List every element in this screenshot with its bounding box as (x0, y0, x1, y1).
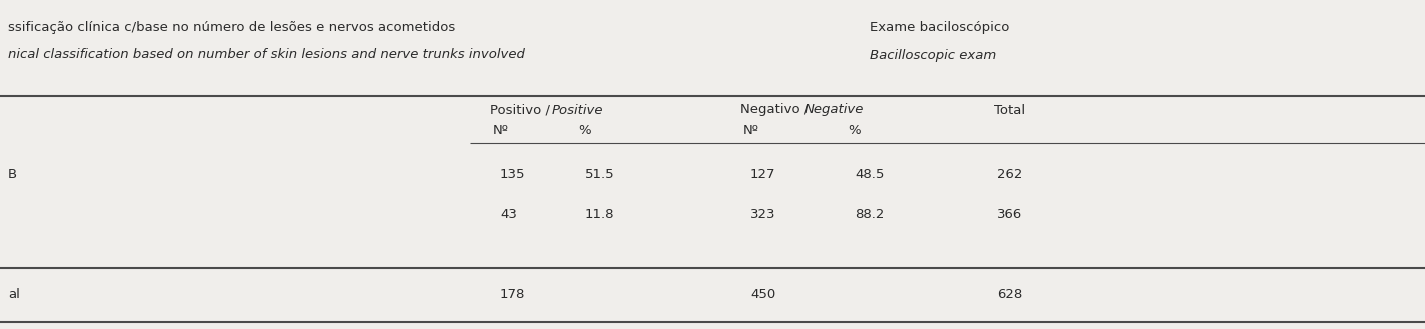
Text: al: al (9, 289, 20, 301)
Text: Bacilloscopic exam: Bacilloscopic exam (871, 48, 996, 62)
Text: Nº: Nº (742, 123, 760, 137)
Text: 11.8: 11.8 (586, 209, 614, 221)
Text: 628: 628 (997, 289, 1023, 301)
Text: %: % (848, 123, 861, 137)
Text: 127: 127 (750, 168, 775, 182)
Text: Exame baciloscópico: Exame baciloscópico (871, 20, 1009, 34)
Text: 135: 135 (500, 168, 526, 182)
Text: Positive: Positive (551, 104, 604, 116)
Text: 178: 178 (500, 289, 526, 301)
Text: Positivo /: Positivo / (490, 104, 554, 116)
Text: 366: 366 (997, 209, 1023, 221)
Text: nical classification based on number of skin lesions and nerve trunks involved: nical classification based on number of … (9, 48, 524, 62)
Text: Nº: Nº (493, 123, 509, 137)
Text: %: % (579, 123, 590, 137)
Text: 48.5: 48.5 (855, 168, 885, 182)
Text: B: B (9, 168, 17, 182)
Text: 51.5: 51.5 (586, 168, 614, 182)
Text: 88.2: 88.2 (855, 209, 885, 221)
Text: ssificação clínica c/base no número de lesões e nervos acometidos: ssificação clínica c/base no número de l… (9, 20, 455, 34)
Text: 43: 43 (500, 209, 517, 221)
Text: Negative: Negative (805, 104, 865, 116)
Text: 323: 323 (750, 209, 775, 221)
Text: Total: Total (995, 104, 1026, 116)
Text: 450: 450 (750, 289, 775, 301)
Text: Negativo /: Negativo / (740, 104, 812, 116)
Text: 262: 262 (997, 168, 1023, 182)
